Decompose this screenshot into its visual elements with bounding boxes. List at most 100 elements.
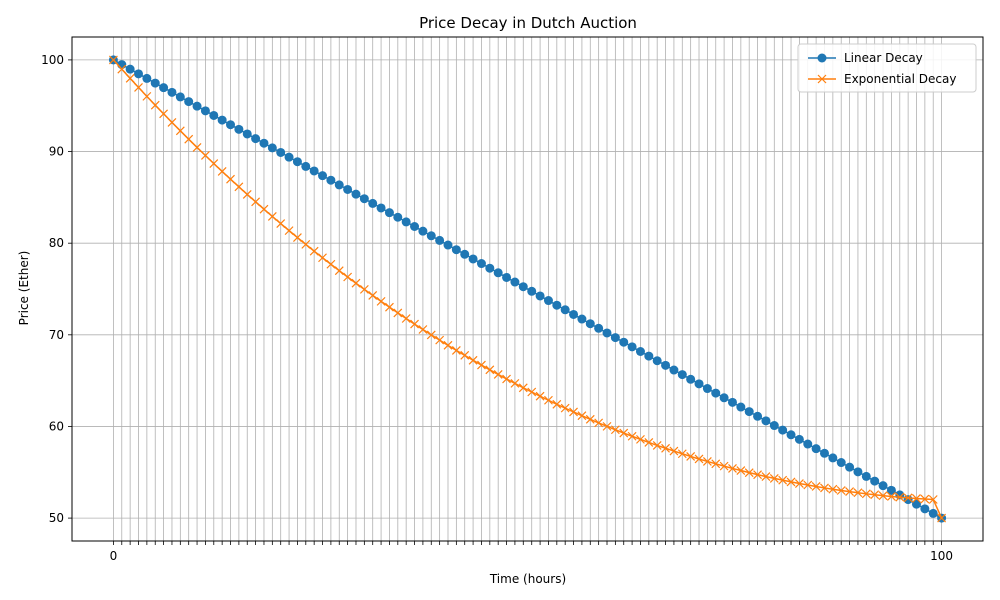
data-point (251, 197, 261, 207)
data-point (435, 335, 445, 345)
data-point (359, 194, 369, 204)
data-point (376, 296, 386, 306)
data-point (644, 437, 654, 447)
legend-box (797, 43, 977, 93)
data-point (753, 470, 762, 480)
data-point (728, 463, 737, 473)
data-point (200, 106, 210, 116)
y-tick-label: 60 (49, 419, 64, 433)
data-point (267, 143, 277, 153)
data-point (217, 167, 227, 176)
data-point (359, 284, 369, 294)
data-point (803, 439, 813, 449)
data-point (334, 266, 344, 276)
data-point (251, 134, 261, 144)
data-point (401, 314, 411, 323)
data-point (192, 142, 202, 152)
data-point (677, 370, 687, 380)
data-point (418, 226, 428, 236)
data-point (769, 473, 779, 483)
data-point (451, 345, 461, 355)
data-point (594, 323, 604, 333)
data-point (527, 286, 537, 296)
y-axis-label: Price (Ether) (17, 251, 31, 326)
data-point (326, 259, 336, 269)
legend-marker (817, 74, 827, 84)
y-tick-label: 80 (49, 236, 64, 250)
data-point (920, 494, 930, 504)
data-point (870, 490, 880, 500)
data-point (134, 69, 144, 79)
data-point (845, 487, 855, 497)
data-point (326, 175, 336, 185)
data-point (535, 391, 545, 401)
data-point (585, 414, 595, 424)
data-point (786, 477, 796, 487)
data-point (560, 403, 570, 413)
data-point (686, 374, 696, 384)
data-point (661, 443, 670, 453)
data-point (410, 319, 419, 329)
data-point (569, 309, 579, 319)
data-point (276, 147, 286, 157)
legend-item: Exponential Decay (808, 72, 956, 86)
data-point (711, 459, 721, 469)
data-point (493, 369, 503, 379)
legend-item: Linear Decay (808, 51, 923, 65)
data-point (828, 453, 838, 463)
data-point (309, 166, 319, 176)
data-point (694, 379, 704, 389)
data-point (702, 384, 712, 394)
data-point (242, 190, 252, 199)
data-point (937, 513, 947, 523)
data-point (820, 483, 829, 493)
data-point (870, 476, 880, 486)
data-point (184, 97, 194, 107)
data-point (552, 399, 562, 409)
data-point (636, 434, 645, 444)
data-point (652, 356, 662, 366)
data-point (886, 485, 896, 495)
data-point (736, 402, 746, 412)
data-point (393, 308, 403, 318)
data-point (167, 87, 177, 97)
data-point (284, 226, 294, 236)
data-point (259, 138, 269, 148)
data-point (761, 416, 771, 426)
ticks: 50 60 70 80 90 100 0 100 (41, 53, 953, 563)
data-point (259, 204, 269, 214)
data-point (410, 222, 420, 232)
data-point (761, 472, 771, 482)
data-point (786, 430, 796, 440)
legend-label: Linear Decay (844, 51, 923, 65)
data-point (276, 219, 286, 228)
data-point (368, 198, 378, 208)
data-point (134, 82, 143, 92)
data-point (594, 418, 604, 428)
data-point (125, 73, 135, 83)
data-point (702, 457, 712, 466)
data-point (543, 296, 553, 306)
y-tick-label: 90 (49, 145, 64, 159)
data-point (175, 126, 185, 136)
data-point (426, 231, 436, 241)
data-point (552, 300, 562, 310)
data-point (385, 302, 394, 312)
data-point (460, 249, 470, 259)
data-point (301, 239, 311, 249)
data-point (234, 182, 244, 192)
data-point (301, 161, 311, 171)
y-tick-label: 70 (49, 328, 64, 342)
data-point (318, 171, 328, 181)
series-group (108, 55, 947, 523)
data-point (460, 350, 470, 360)
data-point (602, 421, 612, 431)
data-point (544, 395, 553, 405)
data-point (518, 282, 528, 292)
data-point (644, 351, 654, 361)
data-point (535, 291, 545, 301)
data-point (610, 425, 620, 435)
data-point (393, 212, 403, 222)
data-point (886, 492, 896, 501)
